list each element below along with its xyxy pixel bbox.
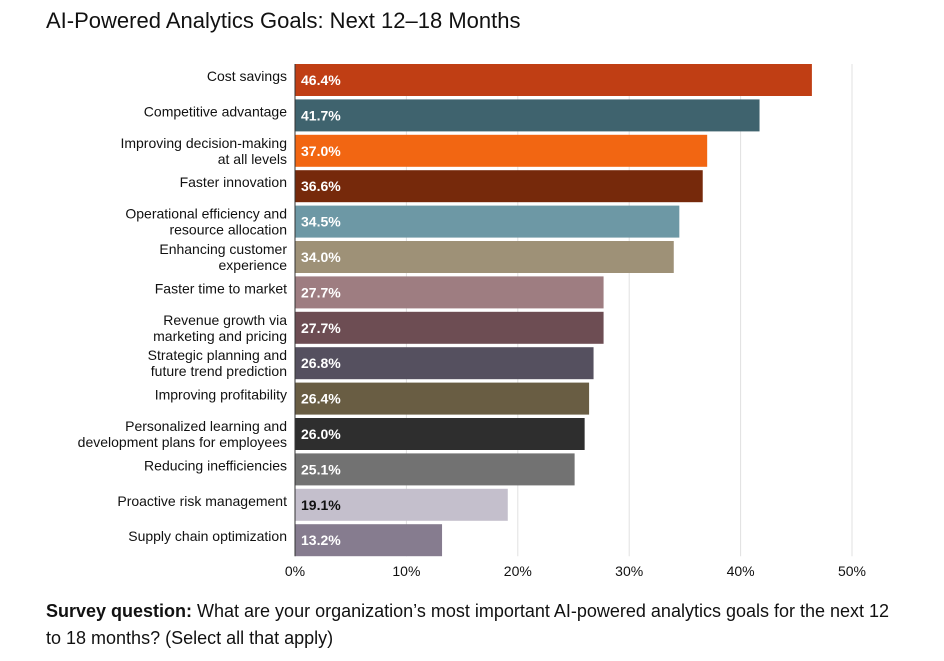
bar — [295, 488, 508, 521]
x-tick-label: 10% — [392, 563, 420, 579]
category-label: future trend prediction — [151, 363, 287, 379]
data-label: 26.8% — [301, 355, 341, 371]
x-tick-label: 20% — [504, 563, 532, 579]
data-label: 27.7% — [301, 284, 341, 300]
bar — [295, 453, 575, 486]
category-label: experience — [219, 257, 288, 273]
category-label: Faster time to market — [155, 280, 287, 296]
category-label: Faster innovation — [180, 174, 287, 190]
data-label: 26.0% — [301, 426, 341, 442]
category-label: Operational efficiency and — [125, 206, 287, 222]
survey-question: Survey question: What are your organizat… — [46, 598, 906, 652]
data-label: 34.5% — [301, 214, 341, 230]
category-label: Supply chain optimization — [128, 528, 287, 544]
data-label: 19.1% — [301, 497, 341, 513]
category-label: marketing and pricing — [153, 328, 287, 344]
x-tick-label: 30% — [615, 563, 643, 579]
x-tick-label: 50% — [838, 563, 866, 579]
bar — [295, 418, 585, 450]
category-label: Strategic planning and — [148, 347, 287, 363]
category-label: Competitive advantage — [144, 103, 287, 119]
chart-title: AI-Powered Analytics Goals: Next 12–18 M… — [46, 8, 521, 33]
bar — [295, 347, 594, 380]
data-label: 41.7% — [301, 107, 341, 123]
data-label: 34.0% — [301, 249, 341, 265]
bar — [295, 241, 674, 273]
survey-question-label: Survey question: — [46, 601, 193, 621]
category-label: Reducing inefficiencies — [144, 457, 287, 473]
data-label: 26.4% — [301, 391, 341, 407]
x-tick-label: 40% — [727, 563, 755, 579]
data-label: 37.0% — [301, 143, 341, 159]
survey-question-text: What are your organization’s most import… — [46, 601, 890, 648]
category-label: Personalized learning and — [125, 418, 287, 434]
data-label: 27.7% — [301, 320, 341, 336]
bar — [295, 311, 604, 344]
category-label: Proactive risk management — [117, 493, 287, 509]
category-label: Cost savings — [207, 68, 287, 84]
data-label: 13.2% — [301, 532, 341, 548]
category-label: at all levels — [218, 151, 287, 167]
category-label: Enhancing customer — [159, 241, 287, 257]
bar — [295, 134, 708, 167]
category-label: Revenue growth via — [163, 312, 287, 328]
x-tick-label: 0% — [285, 563, 305, 579]
bar — [295, 205, 680, 238]
bar — [295, 170, 703, 203]
category-label: resource allocation — [169, 222, 287, 238]
bar — [295, 99, 760, 132]
data-label: 36.6% — [301, 178, 341, 194]
bar — [295, 64, 812, 96]
bar — [295, 524, 443, 557]
category-label: Improving profitability — [155, 387, 287, 403]
category-label: Improving decision-making — [120, 135, 287, 151]
category-label: development plans for employees — [78, 434, 287, 450]
data-label: 25.1% — [301, 461, 341, 477]
bar — [295, 276, 604, 309]
data-label: 46.4% — [301, 72, 341, 88]
bar — [295, 382, 590, 415]
